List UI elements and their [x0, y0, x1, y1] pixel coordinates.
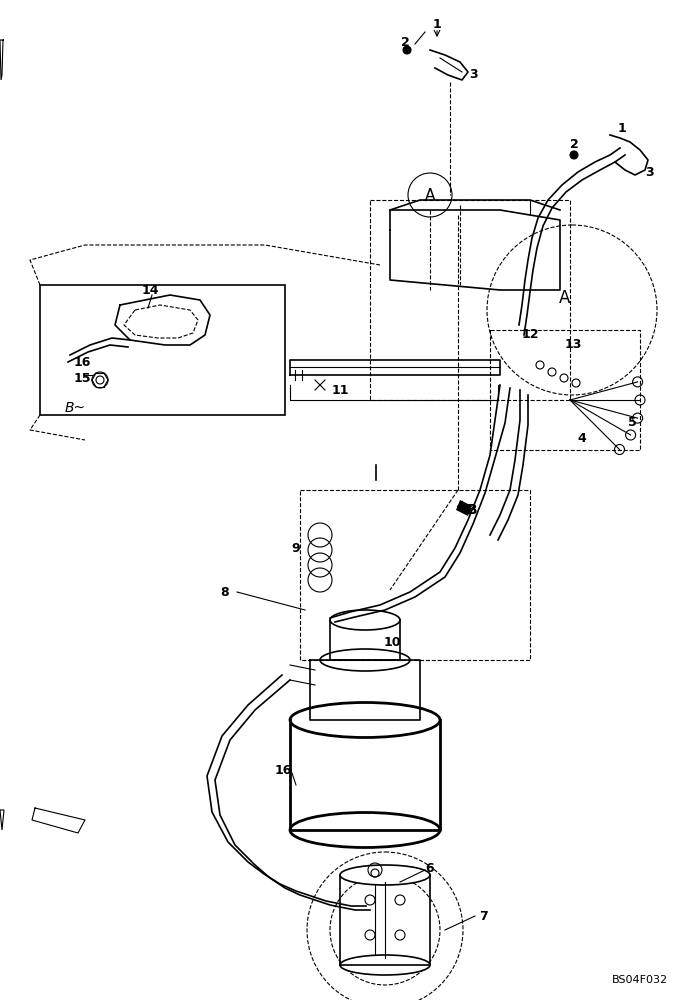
Polygon shape — [0, 40, 4, 80]
Ellipse shape — [290, 812, 440, 848]
Text: 12: 12 — [521, 328, 539, 342]
Text: 13: 13 — [564, 338, 582, 352]
Ellipse shape — [290, 702, 440, 738]
Text: 4: 4 — [578, 432, 586, 444]
Bar — [40, 285, 285, 415]
Bar — [300, 490, 530, 660]
Text: 16: 16 — [274, 764, 292, 776]
Ellipse shape — [340, 955, 430, 975]
Ellipse shape — [330, 610, 400, 630]
Polygon shape — [0, 810, 4, 830]
Text: 15: 15 — [73, 371, 91, 384]
Text: 2: 2 — [570, 138, 579, 151]
Text: B: B — [466, 503, 477, 517]
Text: B~: B~ — [64, 401, 86, 415]
Text: 3: 3 — [468, 68, 477, 81]
Text: A: A — [559, 289, 571, 307]
Text: A: A — [425, 188, 435, 202]
Text: 6: 6 — [426, 861, 435, 874]
Text: 7: 7 — [479, 910, 487, 922]
Text: 9: 9 — [292, 542, 300, 554]
Text: 3: 3 — [646, 166, 655, 180]
Text: 10: 10 — [383, 637, 401, 650]
Polygon shape — [456, 500, 472, 516]
Circle shape — [570, 151, 578, 159]
Circle shape — [403, 46, 411, 54]
Text: 11: 11 — [331, 383, 349, 396]
Text: 8: 8 — [221, 585, 229, 598]
Ellipse shape — [340, 865, 430, 885]
Text: 16: 16 — [73, 357, 91, 369]
Bar — [370, 200, 570, 400]
Text: 2: 2 — [401, 36, 410, 49]
Bar — [490, 330, 640, 450]
Text: 14: 14 — [141, 284, 158, 296]
Text: 1: 1 — [618, 121, 626, 134]
Text: BS04F032: BS04F032 — [612, 975, 668, 985]
Text: 1: 1 — [432, 18, 441, 31]
Ellipse shape — [320, 649, 410, 671]
Text: 5: 5 — [628, 416, 637, 428]
